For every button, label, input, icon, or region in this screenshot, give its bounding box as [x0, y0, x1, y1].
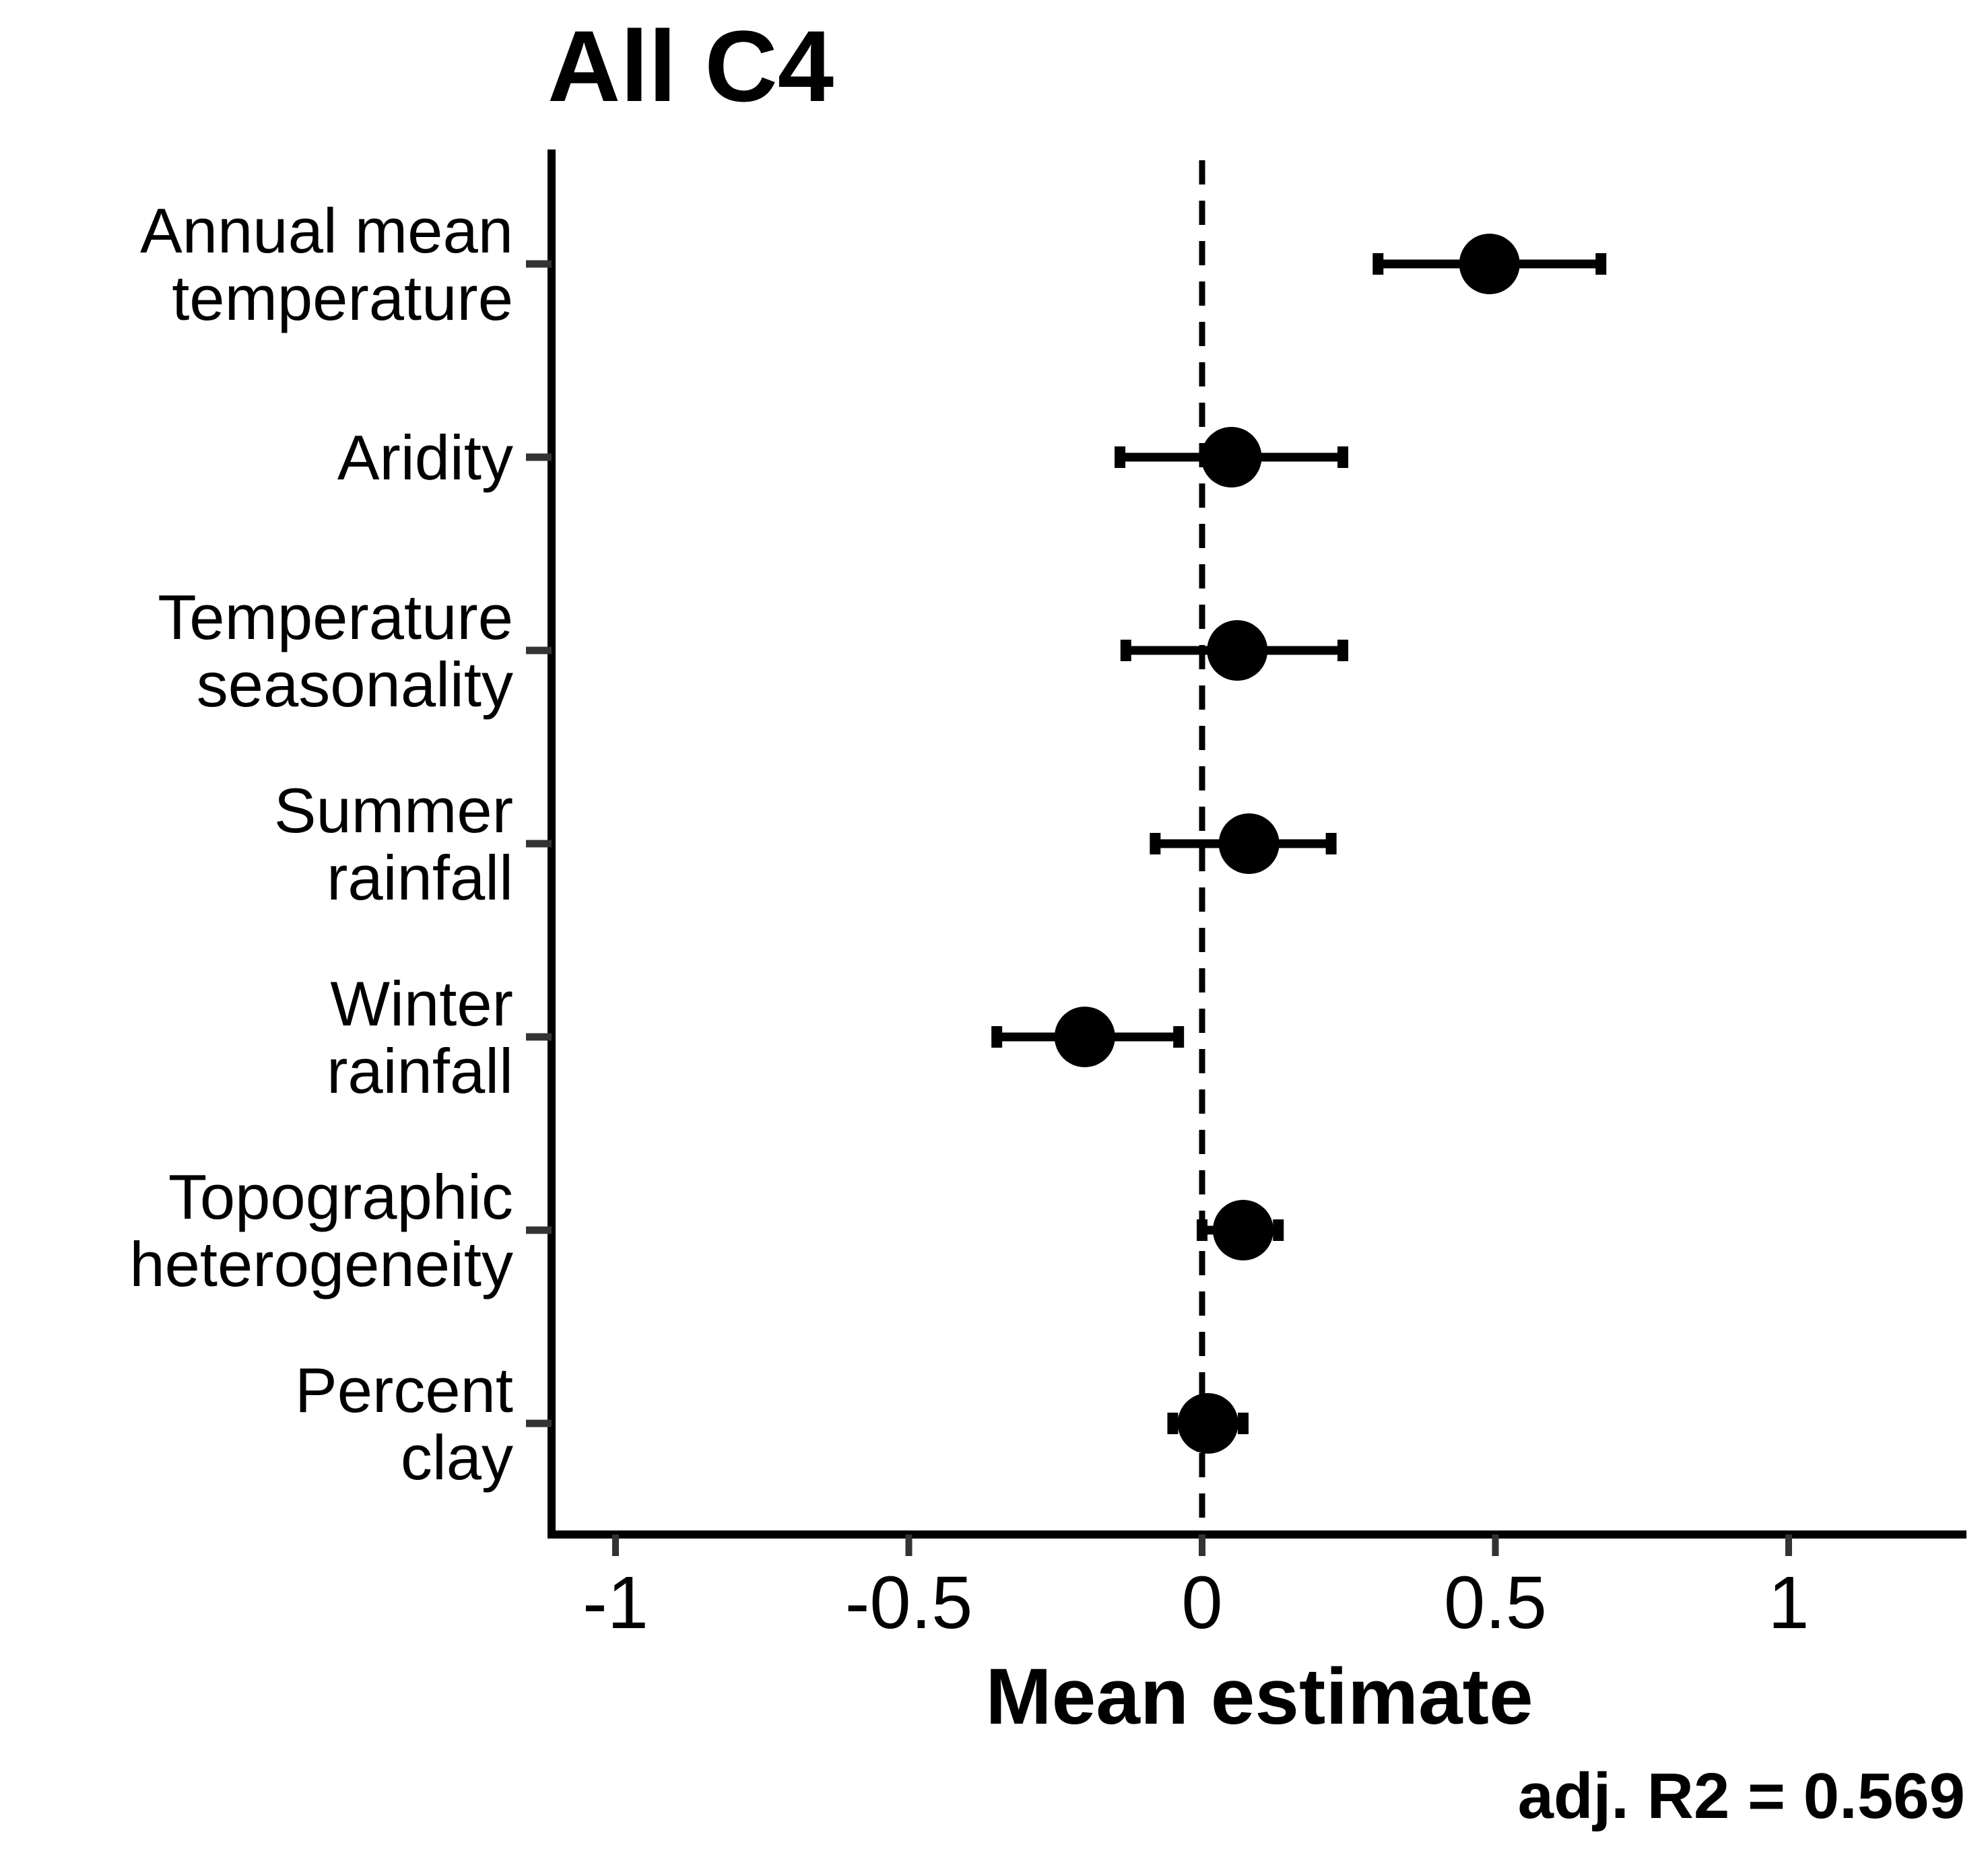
error-bar-cap-high [1173, 1026, 1185, 1048]
data-marks [991, 234, 1607, 1454]
error-bar-cap-low [1120, 640, 1131, 661]
y-category-label: Aridity [337, 422, 513, 493]
y-category-label: Annual mean temperature [140, 195, 513, 333]
error-bar-cap-low [1197, 1219, 1207, 1241]
estimate-point [1218, 813, 1280, 874]
error-bar-cap-high [1325, 833, 1337, 854]
x-axis-title: Mean estimate [985, 1652, 1533, 1741]
x-tick-label: 1 [1768, 1561, 1809, 1644]
error-bar-cap-low [991, 1026, 1003, 1048]
estimate-point [1201, 427, 1262, 487]
error-bar-cap-low [1115, 446, 1126, 468]
estimate-point [1459, 234, 1520, 294]
x-tick-label: -1 [583, 1561, 649, 1644]
y-category-label: Topographic heterogeneity [129, 1161, 513, 1300]
chart-title: All C4 [548, 9, 834, 123]
error-bar-cap-high [1273, 1219, 1284, 1241]
estimate-point [1207, 620, 1268, 681]
y-category-label: Summer rainfall [274, 775, 513, 913]
error-bar-cap-low [1167, 1413, 1179, 1434]
x-tick-label: 0.5 [1444, 1561, 1547, 1644]
error-bar-cap-low [1150, 833, 1161, 854]
adj-r2-annotation: adj. R2 = 0.569 [1518, 1760, 1965, 1832]
y-category-label: Temperature seasonality [158, 582, 513, 720]
y-axis: Annual mean temperature Aridity Temperature… [129, 149, 556, 1539]
y-category-label: Percent clay [295, 1355, 513, 1493]
estimate-point [1054, 1007, 1115, 1067]
error-bar-cap-high [1595, 253, 1607, 275]
estimate-point [1177, 1393, 1238, 1454]
estimate-point [1212, 1200, 1273, 1260]
error-bar-cap-high [1337, 640, 1349, 661]
x-tick-label: -0.5 [845, 1561, 973, 1644]
y-category-label: Winter rainfall [327, 968, 513, 1106]
x-axis: -1 -0.5 0 0.5 1 [548, 1530, 1966, 1644]
error-bar-cap-high [1337, 446, 1349, 468]
error-bar-cap-low [1372, 253, 1384, 275]
error-bar-cap-high [1237, 1413, 1249, 1434]
x-tick-label: 0 [1181, 1561, 1222, 1644]
